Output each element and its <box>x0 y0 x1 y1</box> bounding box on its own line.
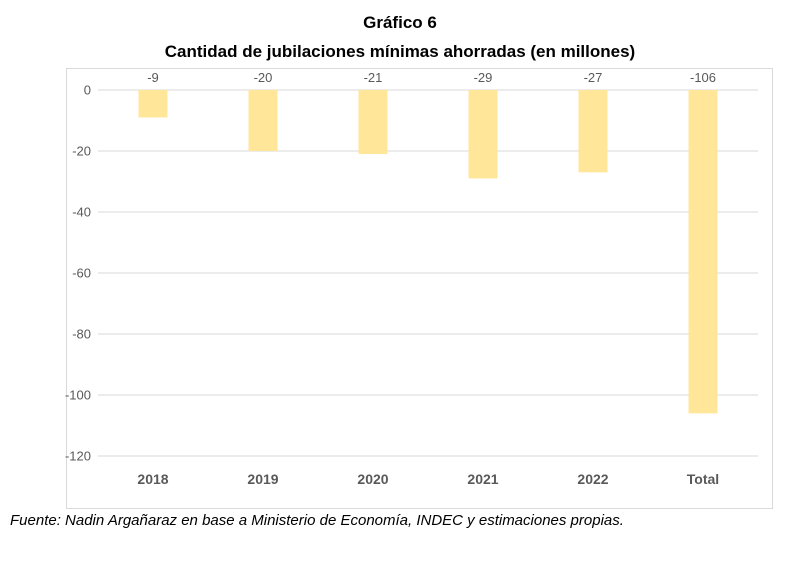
chart-frame <box>66 68 773 509</box>
bar-total <box>688 90 718 414</box>
bar-2018 <box>138 90 168 118</box>
data-label-2019: -20 <box>254 70 273 85</box>
y-tick-label: 0 <box>84 83 91 98</box>
source-note: Fuente: Nadin Argañaraz en base a Minist… <box>10 512 624 529</box>
x-category-label: 2022 <box>577 471 608 487</box>
chart-subtitle: Cantidad de jubilaciones mínimas ahorrad… <box>164 42 636 61</box>
x-axis-categories: 2018 2019 2020 2021 2022 Total <box>137 471 719 487</box>
bars <box>138 90 718 414</box>
x-category-label: 2018 <box>137 471 168 487</box>
y-axis-ticks: 0 -20 -40 -60 -80 -100 -120 <box>65 83 91 464</box>
x-category-label: 2019 <box>247 471 278 487</box>
y-tick-label: -100 <box>65 388 91 403</box>
bar-2021 <box>468 90 498 179</box>
y-tick-label: -120 <box>65 449 91 464</box>
y-tick-label: -60 <box>72 266 91 281</box>
y-tick-label: -20 <box>72 144 91 159</box>
data-label-2018: -9 <box>147 70 159 85</box>
x-category-label: 2020 <box>357 471 388 487</box>
data-labels: -9 -20 -21 -29 -27 -106 <box>147 70 716 85</box>
chart-title: Gráfico 6 <box>363 13 437 32</box>
y-tick-label: -40 <box>72 205 91 220</box>
data-label-total: -106 <box>690 70 716 85</box>
data-label-2020: -21 <box>364 70 383 85</box>
bar-2019 <box>248 90 278 151</box>
data-label-2022: -27 <box>584 70 603 85</box>
data-label-2021: -29 <box>474 70 493 85</box>
gridlines <box>98 89 758 457</box>
y-tick-label: -80 <box>72 327 91 342</box>
x-category-label: Total <box>687 471 719 487</box>
bar-2020 <box>358 90 388 155</box>
bar-2022 <box>578 90 608 173</box>
x-category-label: 2021 <box>467 471 498 487</box>
